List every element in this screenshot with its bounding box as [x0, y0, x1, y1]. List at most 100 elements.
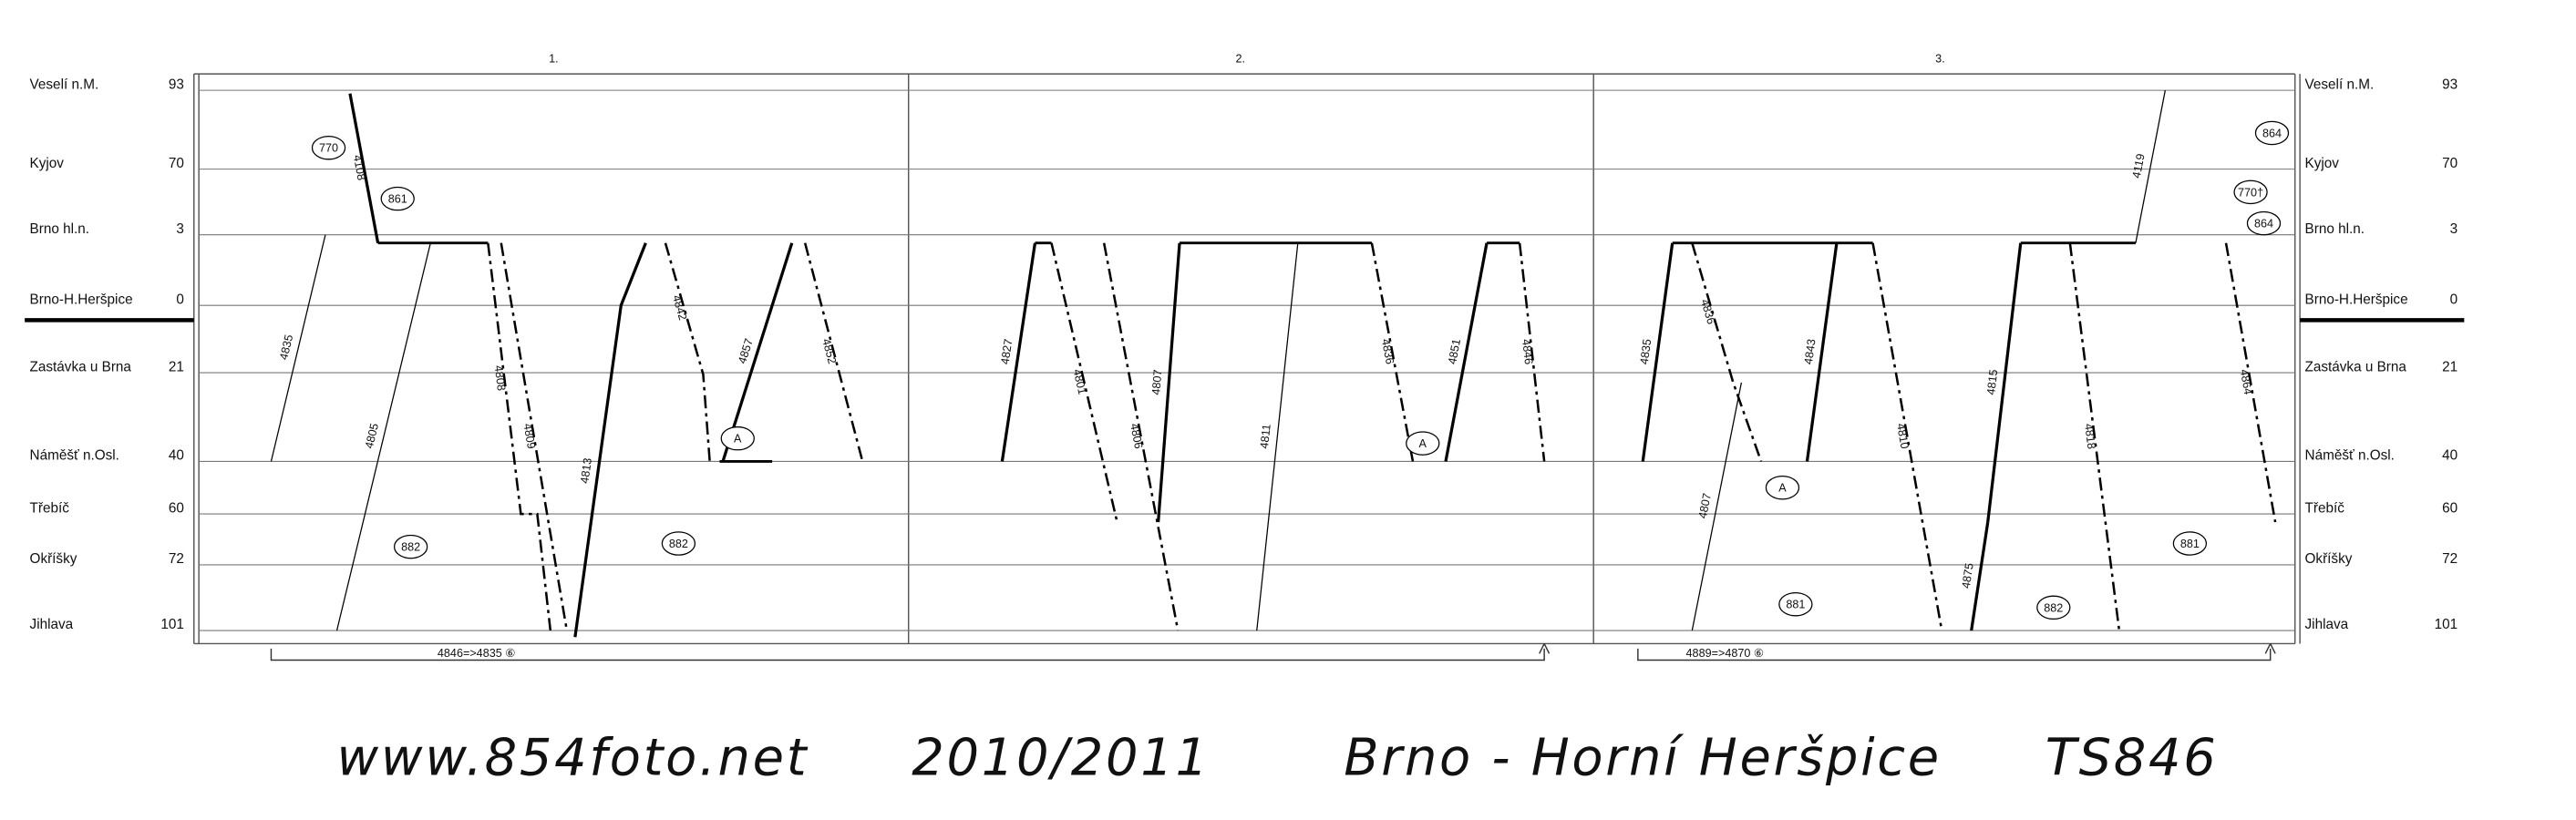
train-number: 4842	[670, 293, 689, 322]
station-name: Brno-H.Heršpice	[2305, 292, 2408, 307]
note: 4846=>4835 ⑥	[438, 647, 516, 660]
train-line	[1970, 521, 1990, 631]
train-line	[2135, 89, 2166, 243]
train-line	[1000, 242, 1037, 462]
train-number: 4835	[277, 333, 295, 362]
station-name: Jihlava	[2305, 617, 2349, 632]
circuit-label: 882	[669, 538, 688, 550]
circuit-label: 864	[2262, 127, 2282, 139]
train-number: 4836	[1698, 298, 1717, 326]
station-km: 40	[2442, 448, 2458, 464]
footer-season: 2010/2011	[912, 729, 1210, 788]
train-line	[664, 242, 711, 462]
train-line	[2224, 242, 2277, 523]
station-name: Jihlava	[30, 617, 74, 632]
circuit-circle	[380, 186, 415, 211]
station-name: Veselí n.M.	[30, 77, 99, 92]
circuit-label: 882	[2044, 601, 2063, 614]
circuit-circle	[2246, 210, 2282, 236]
train-line	[1444, 242, 1489, 462]
station-name: Okříšky	[30, 551, 77, 567]
circuit-circle	[311, 135, 346, 160]
train-line	[2068, 242, 2121, 631]
train-number: 4843	[1802, 338, 1819, 365]
station-name: Třebíč	[2305, 500, 2345, 516]
train-number: 4810	[1894, 423, 1911, 450]
train-line	[803, 242, 864, 462]
station-km: 72	[169, 551, 184, 567]
train-line	[500, 242, 569, 631]
train-number: 4815	[1984, 369, 2000, 396]
train-number: 4808	[492, 364, 508, 392]
train-line	[487, 242, 552, 631]
station-km: 70	[169, 156, 184, 171]
circuit-label: A	[1778, 482, 1787, 495]
train-number: 4851	[1446, 338, 1463, 365]
train-number: 4852	[819, 337, 839, 365]
station-km: 101	[2435, 617, 2458, 632]
circuit-circle	[2172, 531, 2208, 556]
circuit-label: 770	[319, 142, 338, 155]
circuit-circle	[661, 531, 696, 556]
train-line	[1050, 242, 1118, 523]
train-line	[335, 242, 431, 631]
train-number: 4805	[363, 422, 381, 450]
train-line	[1518, 242, 1546, 462]
station-km: 21	[169, 359, 184, 374]
train-line	[270, 234, 326, 462]
circuit-circle	[1778, 591, 1813, 617]
station-km: 93	[169, 77, 184, 92]
circuit-circle	[2233, 179, 2268, 205]
station-name: Kyjov	[2305, 156, 2340, 171]
station-name: Veselí n.M.	[2305, 77, 2375, 92]
station-name: Náměšť n.Osl.	[30, 448, 119, 464]
circuit-circle	[2036, 595, 2071, 620]
note: 4889=>4870 ⑥	[1686, 647, 1765, 660]
train-line	[1370, 242, 1415, 462]
station-name: Okříšky	[2305, 551, 2353, 567]
circuit-label: 864	[2254, 218, 2273, 231]
station-name: Kyjov	[30, 156, 65, 171]
station-km: 70	[2442, 156, 2458, 171]
station-km: 93	[2442, 77, 2458, 92]
train-number: 4119	[2130, 153, 2148, 179]
footer-site: www.854foto.net	[337, 729, 809, 788]
circuit-circle	[1406, 431, 1440, 456]
station-km: 0	[176, 292, 184, 307]
footer-ts: TS846	[2045, 729, 2219, 788]
station-name: Zastávka u Brna	[30, 359, 132, 374]
station-km: 3	[176, 221, 184, 237]
train-line	[1157, 242, 1181, 523]
station-km: 21	[2442, 359, 2458, 374]
circuit-label: 861	[388, 193, 407, 206]
train-number: 4108	[351, 154, 368, 181]
circuit-label: 882	[401, 541, 420, 554]
train-number: 4835	[1638, 338, 1654, 365]
circuit-label: A	[1419, 437, 1427, 450]
circuit-label: 881	[2180, 538, 2200, 550]
train-number: 4813	[578, 457, 594, 485]
station-km: 72	[2442, 551, 2458, 567]
period-label: 1.	[549, 52, 559, 65]
circuit-label: A	[734, 433, 742, 446]
circuit-circle	[2254, 120, 2290, 146]
station-name: Zastávka u Brna	[2305, 359, 2407, 374]
train-number: 4807	[1696, 492, 1714, 519]
station-km: 60	[2442, 500, 2458, 516]
station-km: 0	[2450, 292, 2458, 307]
circuit-circle	[720, 425, 755, 451]
station-km: 40	[169, 448, 184, 464]
circuit-label: 770†	[2238, 186, 2263, 199]
train-line	[1871, 242, 1943, 631]
circuit-label: 881	[1786, 599, 1805, 611]
circuit-circle	[1765, 475, 1800, 500]
station-km: 3	[2450, 221, 2458, 237]
train-number: 4807	[1149, 369, 1164, 395]
station-name: Třebíč	[30, 500, 70, 516]
frame	[25, 73, 2465, 661]
train-line	[721, 242, 794, 462]
train-number: 4864	[2238, 368, 2255, 395]
station-name: Brno hl.n.	[30, 221, 89, 237]
